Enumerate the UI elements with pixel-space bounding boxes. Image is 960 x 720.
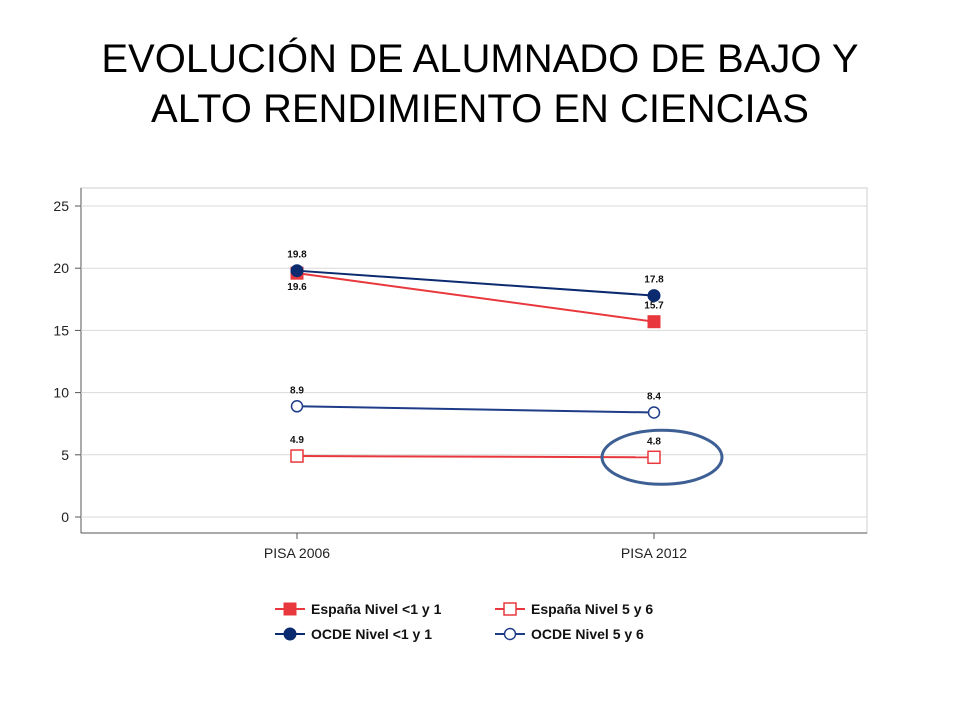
point-s0-1 — [647, 315, 661, 329]
legend-marker-3 — [503, 627, 517, 641]
series-line-2 — [296, 269, 655, 297]
legend-label-3: OCDE Nivel 5 y 6 — [531, 626, 644, 642]
y-tick-label-0: 0 — [61, 509, 69, 525]
series-group: 19.6 15.7 4.9 4.8 19.8 17.8 8.9 8.4 — [287, 250, 664, 465]
data-label-s3-0: 8.9 — [290, 385, 304, 396]
data-label-s1-0: 4.9 — [290, 435, 304, 446]
plot-area — [80, 187, 868, 534]
series-line-3 — [296, 405, 655, 414]
data-label-s3-1: 8.4 — [647, 392, 661, 403]
point-s2-0 — [290, 264, 304, 278]
legend-marker-0 — [283, 602, 297, 616]
gridlines — [81, 205, 867, 518]
point-s3-0 — [290, 400, 304, 413]
legend-label-0: España Nivel <1 y 1 — [311, 601, 442, 617]
legend-label-1: España Nivel 5 y 6 — [531, 601, 653, 617]
data-label-s1-1: 4.8 — [647, 436, 661, 447]
series-line-1 — [296, 455, 655, 459]
data-label-s2-1: 17.8 — [644, 275, 664, 286]
legend-marker-2 — [283, 627, 297, 641]
y-tick-label-25: 25 — [53, 198, 69, 214]
y-tick-label-15: 15 — [53, 322, 69, 338]
highlight-ellipse — [600, 428, 724, 486]
data-label-s2-0: 19.8 — [287, 250, 307, 261]
slide-title-line-1: EVOLUCIÓN DE ALUMNADO DE BAJO Y — [101, 37, 859, 81]
data-label-s0-0: 19.6 — [287, 282, 307, 293]
y-axis-ticks: 0 5 10 15 20 25 — [53, 198, 81, 525]
y-tick-label-5: 5 — [61, 447, 69, 463]
legend-label-2: OCDE Nivel <1 y 1 — [311, 626, 432, 642]
point-s1-0 — [290, 449, 304, 463]
slide-title-line-2: ALTO RENDIMIENTO EN CIENCIAS — [151, 87, 809, 131]
legend: España Nivel <1 y 1 España Nivel 5 y 6 OCD… — [275, 601, 653, 642]
data-label-s0-1: 15.7 — [644, 301, 664, 312]
point-s1-1 — [647, 450, 661, 465]
highlight-group — [600, 428, 724, 486]
legend-marker-1 — [503, 602, 517, 616]
y-tick-label-20: 20 — [53, 260, 69, 276]
slide-title: EVOLUCIÓN DE ALUMNADO DE BAJO Y ALTO REN… — [0, 34, 960, 134]
x-tick-label-0: PISA 2006 — [264, 545, 330, 561]
x-tick-label-1: PISA 2012 — [621, 545, 687, 561]
point-s3-1 — [647, 406, 661, 419]
y-tick-label-10: 10 — [53, 385, 69, 401]
point-s2-1 — [647, 289, 661, 303]
series-line-0 — [296, 272, 655, 323]
x-axis-ticks: PISA 2006 PISA 2012 — [264, 533, 687, 561]
